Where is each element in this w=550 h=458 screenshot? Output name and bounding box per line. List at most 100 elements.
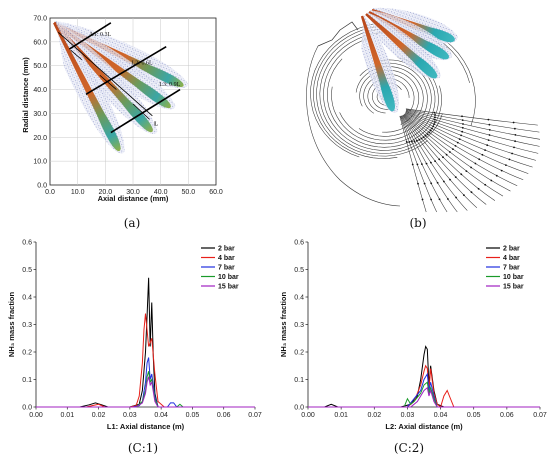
panel-a-ylabel: Radial distance (mm) [21, 57, 30, 133]
panel-a-xtick-label: 40.0 [154, 189, 168, 196]
panel-b-streamline [402, 115, 478, 209]
x-tick-label: 0.03 [401, 412, 415, 419]
panel-b-streamline-marker [434, 118, 436, 121]
panel-b-streamline-marker [426, 133, 429, 136]
legend-label: 4 bar [503, 255, 520, 262]
panel-b-streamline-marker [408, 141, 411, 143]
panel-b-streamline-marker [462, 123, 464, 125]
panel-b-streamline-marker [488, 134, 491, 136]
panel-b-streamline [327, 58, 439, 148]
panel-a-l2-arrow [99, 74, 117, 90]
panel-b-streamline [404, 112, 524, 181]
panel-b-streamline-marker [420, 137, 423, 140]
panel-a-ytick-label: 60.0 [33, 39, 47, 46]
x-tick-label: 0.06 [500, 412, 514, 419]
panel-b-streamline-marker [433, 121, 436, 123]
panel-b-streamline-marker [490, 179, 493, 182]
panel-b-streamline-marker [411, 140, 413, 143]
panel-b-streamline-marker [452, 148, 454, 151]
panel-a-ytick-label: 30.0 [33, 111, 47, 118]
panel-a-xtick-label: 0.0 [45, 189, 55, 196]
panel-b-streamline [359, 69, 420, 125]
panel-b-streamline-marker [430, 198, 432, 201]
panel-b-streamline-marker [432, 125, 435, 128]
panel-b-streamline-plot [306, 7, 541, 213]
panel-b-streamline-marker [477, 187, 480, 190]
panel-b-streamline-marker [505, 164, 507, 167]
panel-b-streamline [319, 31, 443, 154]
panel-c2-line-chart: 0.00 0.01 0.02 0.03 0.04 0.05 0.06 0.07 0.0 0.1 0.… [279, 240, 547, 432]
panel-b-streamline-marker [436, 181, 439, 184]
panel-b-plume-core [360, 15, 395, 112]
panel-a-xlabel: Axial distance (mm) [98, 194, 169, 203]
panel-b-streamline-marker [418, 138, 421, 141]
panel-b-streamline-marker [422, 136, 425, 139]
x-tick-label: 0.04 [154, 412, 168, 419]
panel-a-xtick-label: 50.0 [182, 189, 196, 196]
panel-b-streamline-marker [423, 182, 426, 185]
panel-b-streamline-marker [484, 149, 486, 152]
panel-b-streamline-marker [421, 163, 423, 166]
panel-b-streamline [405, 112, 529, 174]
legend-label: 10 bar [218, 274, 239, 281]
x-axis-label: L1: Axial distance (m) [107, 422, 185, 431]
panel-b-streamline-marker [429, 129, 432, 132]
legend-label: 7 bar [218, 265, 235, 272]
panel-a-cut-line [68, 22, 112, 50]
panel-b-streamline-marker [438, 198, 441, 201]
x-tick-label: 0.02 [367, 412, 381, 419]
x-tick-label: 0.01 [60, 412, 74, 419]
panel-a-cut-line [110, 88, 181, 134]
panel-b-streamline-marker [481, 153, 484, 156]
x-tick-label: 0.01 [334, 412, 348, 419]
y-axis-label: NH₃ mass fraction [7, 292, 16, 358]
panel-b-streamline-marker [508, 158, 511, 161]
panel-b-streamline-marker [474, 162, 477, 165]
panel-b-streamline [405, 111, 536, 161]
x-tick-label: 0.02 [92, 412, 106, 419]
panel-b-streamline-marker [433, 123, 435, 126]
panel-b-streamline-marker [512, 121, 515, 124]
panel-b-streamline-marker [454, 145, 457, 147]
panel-b-streamline [405, 110, 539, 154]
panel-b-streamline-marker [417, 182, 419, 185]
panel-b-streamline-marker [424, 135, 427, 137]
panel-b-streamline [405, 109, 540, 133]
panel-a-ytick-label: 40.0 [33, 87, 47, 94]
panel-a-plume-4 [53, 21, 125, 154]
panel-a-label-l3: L3: 0.9L [159, 82, 180, 88]
panel-b-streamline-marker [514, 134, 517, 136]
panel-a-label-l1: L1: 0.3L [90, 32, 111, 38]
x-tick-label: 0.07 [248, 412, 262, 419]
panel-a-ytick-label: 70.0 [33, 16, 47, 23]
y-tick-label: 0.4 [294, 295, 304, 302]
y-tick-label: 0.0 [294, 405, 304, 412]
panel-b-streamline [405, 109, 541, 140]
panel-b-streamline [323, 38, 442, 151]
panel-b-streamline-marker [442, 156, 444, 159]
panel-a-plumes [53, 20, 188, 154]
panel-b-streamline [400, 115, 437, 213]
panel-a-xtick-label: 20.0 [99, 189, 113, 196]
y-tick-label: 0.3 [22, 322, 32, 329]
panel-b-streamline-marker [430, 182, 433, 185]
panel-a-ytick-label: 20.0 [33, 135, 47, 142]
x-tick-label: 0.06 [217, 412, 231, 419]
panel-b-streamline [401, 115, 468, 211]
panel-b-streamline-marker [434, 160, 436, 163]
panel-b-plume-core [365, 13, 438, 79]
legend-label: 2 bar [503, 246, 520, 253]
panel-b-streamline-marker [514, 127, 516, 130]
panel-b-streamline-marker [511, 152, 513, 155]
panel-b-streamline-marker [445, 153, 448, 156]
panel-b-streamline-marker [461, 126, 464, 129]
panel-a-ytick-label: 0.0 [37, 183, 47, 190]
panel-b-streamline-marker [465, 170, 468, 173]
panel-a-ticks: 0.0 10.0 20.0 30.0 40.0 50.0 60.0 0.0 10.0 20.0 30… [33, 16, 223, 197]
y-tick-label: 0.5 [294, 267, 304, 274]
panel-a-annotations: L1: 0.3L L2: 0.6L L3: 0.9L L [58, 22, 181, 134]
series-line-10-bar [308, 381, 540, 408]
panel-b-streamline-marker [449, 178, 451, 181]
panel-b-streamline-marker [433, 111, 436, 114]
panel-b-streamline-marker [447, 198, 449, 200]
